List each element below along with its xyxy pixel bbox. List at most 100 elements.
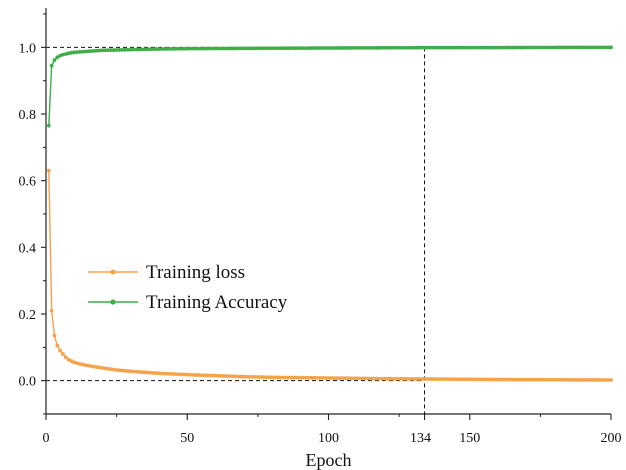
data-point bbox=[456, 377, 461, 382]
series-training-loss bbox=[46, 168, 613, 382]
data-point bbox=[524, 45, 529, 50]
data-point bbox=[188, 372, 192, 377]
data-point bbox=[411, 45, 416, 50]
data-point bbox=[233, 46, 238, 51]
data-point bbox=[210, 46, 215, 51]
data-point bbox=[222, 46, 226, 51]
data-point bbox=[289, 375, 294, 380]
data-point bbox=[397, 376, 402, 381]
data-point bbox=[109, 48, 113, 53]
data-point bbox=[89, 364, 94, 369]
data-point bbox=[527, 377, 531, 382]
data-point bbox=[154, 47, 159, 51]
data-point bbox=[600, 45, 605, 50]
data-point bbox=[179, 46, 184, 51]
data-point bbox=[182, 372, 187, 377]
data-point bbox=[340, 376, 345, 381]
data-point bbox=[292, 375, 297, 380]
data-point bbox=[250, 374, 255, 379]
data-point bbox=[583, 378, 588, 382]
data-point bbox=[498, 45, 503, 50]
data-point bbox=[394, 45, 399, 50]
data-point bbox=[462, 45, 466, 50]
data-point bbox=[408, 376, 413, 381]
data-point bbox=[227, 374, 232, 379]
data-point bbox=[174, 372, 178, 377]
data-point bbox=[278, 375, 283, 380]
data-point bbox=[92, 49, 96, 53]
data-point bbox=[298, 46, 303, 51]
data-point bbox=[371, 45, 376, 50]
data-point bbox=[292, 46, 297, 51]
data-point bbox=[199, 373, 204, 378]
data-point bbox=[428, 377, 433, 381]
data-point bbox=[535, 377, 540, 382]
data-point bbox=[549, 45, 554, 50]
data-point bbox=[385, 45, 390, 50]
data-point bbox=[521, 45, 526, 50]
x-tick-label: 50 bbox=[180, 431, 194, 446]
data-point bbox=[120, 368, 125, 373]
data-point bbox=[281, 375, 286, 380]
data-point bbox=[592, 45, 596, 50]
data-point bbox=[205, 46, 209, 51]
data-point bbox=[165, 47, 170, 51]
data-point bbox=[530, 377, 534, 382]
data-point bbox=[306, 46, 311, 50]
data-point bbox=[467, 377, 472, 382]
data-point bbox=[275, 46, 280, 51]
data-point bbox=[213, 373, 218, 378]
data-point bbox=[278, 46, 283, 51]
data-point bbox=[264, 46, 269, 51]
data-point bbox=[89, 49, 94, 54]
data-point bbox=[137, 47, 142, 52]
data-point bbox=[589, 378, 594, 382]
data-point bbox=[185, 46, 190, 51]
data-point bbox=[538, 45, 543, 50]
data-point bbox=[241, 374, 246, 379]
data-point bbox=[383, 45, 387, 50]
data-point bbox=[337, 376, 342, 381]
data-point bbox=[52, 333, 57, 338]
data-point bbox=[609, 378, 613, 382]
data-point bbox=[168, 371, 173, 376]
data-point bbox=[572, 377, 577, 382]
data-point bbox=[128, 47, 133, 52]
data-point bbox=[484, 45, 489, 50]
data-point bbox=[433, 377, 438, 381]
data-point bbox=[185, 372, 190, 377]
data-point bbox=[450, 377, 455, 382]
data-point bbox=[400, 45, 404, 50]
data-point bbox=[233, 374, 238, 379]
y-tick-label: 0.4 bbox=[19, 241, 37, 256]
data-point bbox=[603, 378, 608, 382]
data-point bbox=[272, 46, 277, 51]
data-point bbox=[575, 45, 579, 50]
data-point bbox=[106, 366, 111, 371]
data-point bbox=[227, 46, 232, 51]
data-point bbox=[157, 371, 161, 376]
data-point bbox=[63, 355, 68, 360]
data-point bbox=[207, 46, 212, 51]
data-point bbox=[80, 49, 85, 54]
data-point bbox=[253, 46, 257, 51]
data-point bbox=[541, 45, 546, 50]
data-point bbox=[193, 46, 198, 51]
data-point bbox=[275, 375, 280, 380]
data-point bbox=[111, 367, 116, 372]
data-point bbox=[465, 377, 469, 382]
data-point bbox=[219, 46, 224, 51]
data-point bbox=[326, 46, 331, 50]
data-point bbox=[566, 45, 571, 50]
data-point bbox=[230, 46, 235, 51]
data-point bbox=[544, 45, 548, 50]
data-point bbox=[320, 46, 325, 50]
data-point bbox=[193, 373, 198, 377]
data-point bbox=[473, 377, 478, 382]
y-tick-label: 0.0 bbox=[19, 375, 37, 390]
data-point bbox=[538, 377, 543, 382]
data-point bbox=[78, 50, 82, 54]
tick-labels: 0.0 0.2 0.4 0.6 0.8 1.0 0 50 100 150 200 134 bbox=[19, 41, 622, 446]
data-point bbox=[179, 372, 184, 377]
data-point bbox=[137, 370, 142, 374]
